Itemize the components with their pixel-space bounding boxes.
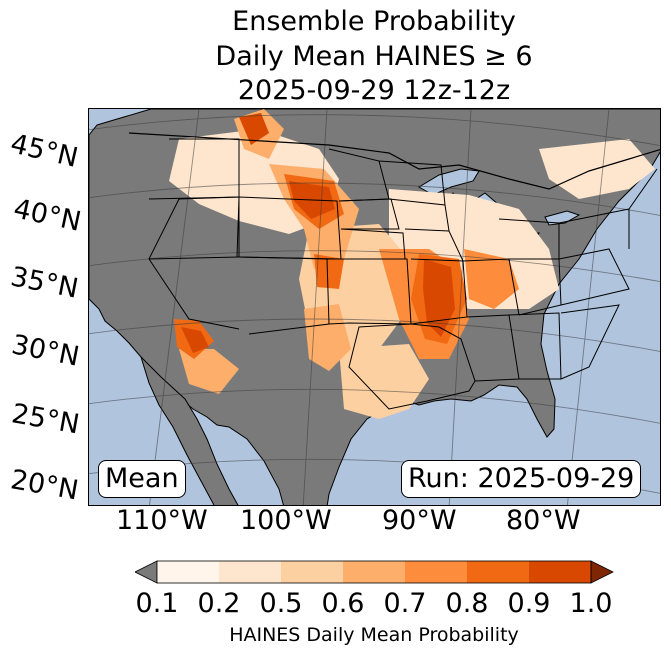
colorbar-bin: [467, 561, 530, 583]
lat-label-40: 40°N: [10, 193, 84, 238]
colorbar-tick-label: 0.8: [445, 588, 489, 619]
state-boundaries: [148, 138, 658, 410]
lat-label-25: 25°N: [9, 398, 82, 441]
colorbar-bin: [405, 561, 468, 583]
colorbar-under-arrow: [135, 560, 158, 584]
lat-label-20: 20°N: [8, 464, 81, 507]
colorbar-tick-label: 0.1: [135, 588, 179, 619]
lon-label-80: 80°W: [506, 505, 581, 536]
colorbar-tick-label: 0.9: [507, 588, 551, 619]
map-canvas: [89, 109, 660, 505]
colorbar-outline: [156, 560, 592, 584]
colorbar-tick-label: 0.6: [321, 588, 365, 619]
colorbar-label: HAINES Daily Mean Probability: [229, 624, 519, 646]
title-line-3: 2025-09-29 12z-12z: [237, 75, 511, 106]
colorbar-over-arrow: [590, 560, 614, 584]
colorbar-bin: [157, 561, 220, 583]
prob-region: [423, 259, 455, 337]
colorbar-tick-label: 0.2: [197, 588, 241, 619]
colorbar-bin: [529, 561, 592, 583]
prob-region: [179, 349, 239, 394]
colorbar-bin: [343, 561, 406, 583]
prob-region: [239, 113, 269, 145]
lon-label-90: 90°W: [382, 505, 457, 536]
colorbar-tick-label: 1.0: [569, 588, 613, 619]
colorbar-tick-label: 0.7: [383, 588, 427, 619]
colorbar-tick-label: 0.5: [259, 588, 303, 619]
border-line: [128, 132, 660, 190]
stat-mean-box: Mean: [98, 460, 186, 498]
baja-peninsula: [140, 356, 239, 505]
title-line-2: Daily Mean HAINES ≥ 6: [215, 41, 533, 72]
title-line-1: Ensemble Probability: [232, 6, 516, 37]
run-date-box: Run: 2025-09-29: [401, 460, 642, 498]
lat-label-30: 30°N: [9, 329, 82, 373]
lon-label-100: 100°W: [240, 505, 332, 536]
prob-region: [339, 344, 429, 419]
colorbar-bin: [219, 561, 282, 583]
prob-region: [304, 304, 351, 371]
lat-label-35: 35°N: [8, 261, 81, 305]
lon-label-110: 110°W: [116, 505, 208, 536]
prob-region: [181, 327, 209, 353]
prob-region: [464, 249, 519, 309]
colorbar: [135, 560, 614, 584]
colorbar-bin: [281, 561, 344, 583]
prob-region: [314, 254, 344, 289]
map-panel: [88, 108, 661, 506]
lat-label-45: 45°N: [7, 128, 81, 174]
